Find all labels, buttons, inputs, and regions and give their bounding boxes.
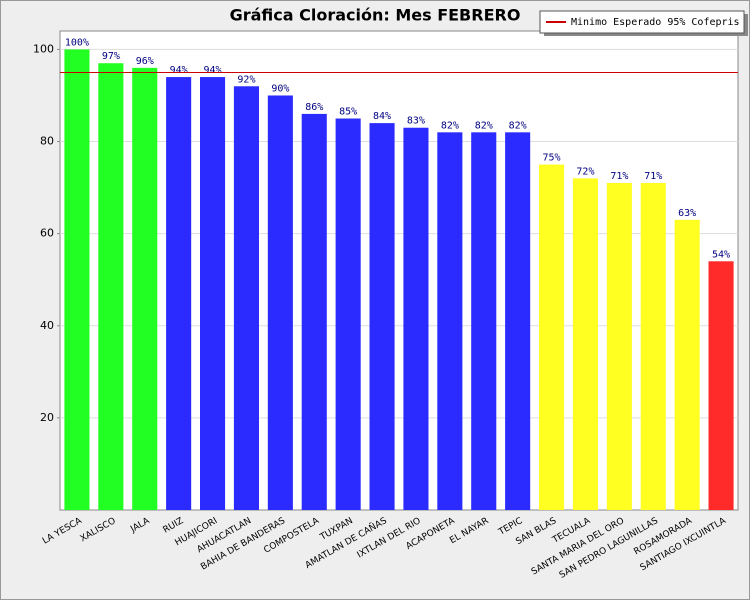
bar — [674, 219, 700, 510]
bar — [369, 123, 395, 510]
bar — [708, 261, 734, 510]
bar — [335, 118, 361, 510]
value-label: 90% — [271, 83, 289, 94]
value-label: 92% — [237, 74, 255, 85]
chart-title: Gráfica Cloración: Mes FEBRERO — [230, 6, 521, 25]
y-tick-label: 80 — [40, 135, 54, 148]
value-label: 94% — [170, 65, 188, 76]
value-label: 82% — [509, 120, 527, 131]
value-label: 96% — [136, 56, 154, 67]
bar — [403, 127, 429, 510]
bar — [267, 95, 293, 510]
value-label: 75% — [543, 153, 561, 164]
value-label: 84% — [373, 111, 391, 122]
bar — [606, 182, 632, 510]
value-label: 71% — [610, 171, 628, 182]
value-label: 71% — [644, 171, 662, 182]
bar — [98, 63, 124, 510]
y-tick-label: 60 — [40, 227, 54, 240]
value-label: 85% — [339, 107, 357, 118]
bar — [233, 86, 259, 511]
bar — [301, 113, 327, 511]
value-label: 86% — [305, 102, 323, 113]
bar — [471, 132, 497, 511]
bar — [505, 132, 531, 511]
bar — [539, 164, 565, 510]
value-label: 63% — [678, 208, 696, 219]
bar — [132, 67, 158, 510]
bar — [572, 178, 598, 510]
value-label: 94% — [204, 65, 222, 76]
plot-area — [59, 30, 739, 511]
y-tick-label: 20 — [40, 411, 54, 424]
bar — [64, 49, 90, 511]
y-tick-label: 40 — [40, 319, 54, 332]
y-tick-label: 100 — [33, 42, 54, 55]
value-label: 72% — [576, 166, 594, 177]
bar — [166, 77, 192, 511]
value-label: 97% — [102, 51, 120, 62]
bar — [437, 132, 463, 511]
legend-label: Minimo Esperado 95% Cofepris — [571, 17, 740, 28]
value-label: 82% — [441, 120, 459, 131]
value-label: 82% — [475, 120, 493, 131]
bar — [640, 182, 666, 510]
legend — [539, 10, 745, 34]
value-label: 83% — [407, 116, 425, 127]
value-label: 54% — [712, 249, 730, 260]
value-label: 100% — [65, 37, 89, 48]
bar — [200, 77, 226, 511]
